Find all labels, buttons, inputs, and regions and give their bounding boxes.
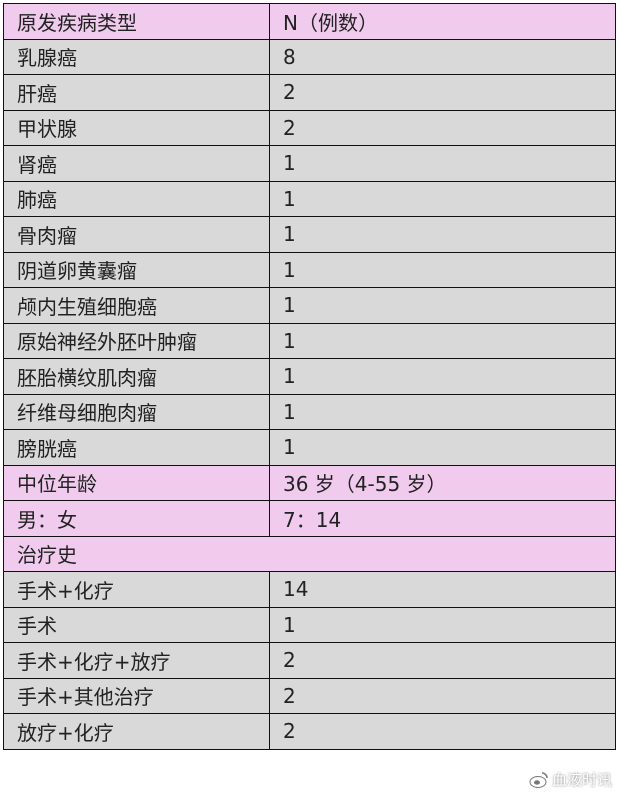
row-value: 1 (269, 322, 616, 359)
row-label: 膀胱癌 (3, 429, 270, 466)
table-row: 甲状腺 2 (3, 109, 616, 146)
row-value: 1 (269, 251, 616, 288)
table-row: 治疗史 (3, 535, 616, 572)
row-label: 手术+其他治疗 (3, 677, 270, 714)
row-value: 1 (269, 145, 616, 182)
row-label: 手术+化疗+放疗 (3, 642, 270, 679)
table-row: 骨肉瘤 1 (3, 216, 616, 253)
row-label: 纤维母细胞肉瘤 (3, 393, 270, 430)
table-row: 膀胱癌 1 (3, 429, 616, 466)
table-row: 阴道卵黄囊瘤 1 (3, 251, 616, 288)
row-value: 1 (269, 606, 616, 643)
row-label: 颅内生殖细胞癌 (3, 287, 270, 324)
row-label: 放疗+化疗 (3, 713, 270, 750)
row-value: 2 (269, 677, 616, 714)
table-row: 中位年龄 36 岁（4-55 岁） (3, 464, 616, 501)
row-label: 肾癌 (3, 145, 270, 182)
table-row: 乳腺癌 8 (3, 38, 616, 75)
row-value: 8 (269, 38, 616, 75)
table-row: 手术+化疗 14 (3, 571, 616, 608)
table-row: 肺癌 1 (3, 180, 616, 217)
row-value: 14 (269, 571, 616, 608)
watermark: 血液时讯 (529, 769, 612, 790)
header-count: N（例数） (269, 3, 616, 40)
row-value: 2 (269, 642, 616, 679)
table-row: 手术+其他治疗 2 (3, 677, 616, 714)
row-label: 手术+化疗 (3, 571, 270, 608)
row-label: 原始神经外胚叶肿瘤 (3, 322, 270, 359)
row-value: 1 (269, 216, 616, 253)
row-value: 1 (269, 287, 616, 324)
watermark-text: 血液时讯 (551, 771, 612, 789)
table-row: 胚胎横纹肌肉瘤 1 (3, 358, 616, 395)
row-label: 阴道卵黄囊瘤 (3, 251, 270, 288)
row-label: 甲状腺 (3, 109, 270, 146)
row-label: 肺癌 (3, 180, 270, 217)
table-row: 手术+化疗+放疗 2 (3, 642, 616, 679)
row-label: 男：女 (3, 500, 270, 537)
table-row: 颅内生殖细胞癌 1 (3, 287, 616, 324)
row-value: 1 (269, 358, 616, 395)
row-label: 中位年龄 (3, 464, 270, 501)
row-label: 手术 (3, 606, 270, 643)
row-label: 胚胎横纹肌肉瘤 (3, 358, 270, 395)
table-row: 纤维母细胞肉瘤 1 (3, 393, 616, 430)
row-label: 乳腺癌 (3, 38, 270, 75)
table-row: 手术 1 (3, 606, 616, 643)
row-value: 1 (269, 180, 616, 217)
table-header-row: 原发疾病类型 N（例数） (3, 3, 616, 40)
row-value: 7：14 (269, 500, 616, 537)
row-value: 1 (269, 393, 616, 430)
row-label: 肝癌 (3, 74, 270, 111)
row-label: 骨肉瘤 (3, 216, 270, 253)
table-row: 肝癌 2 (3, 74, 616, 111)
patient-characteristics-table: 原发疾病类型 N（例数） 乳腺癌 8 肝癌 2 甲状腺 2 肾癌 1 肺癌 1 骨肉瘤 1 阴道卵黄囊瘤… (3, 3, 616, 750)
table-row: 原始神经外胚叶肿瘤 1 (3, 322, 616, 359)
section-header: 治疗史 (3, 535, 616, 572)
row-value: 1 (269, 429, 616, 466)
row-value: 2 (269, 713, 616, 750)
table-row: 男：女 7：14 (3, 500, 616, 537)
table-row: 放疗+化疗 2 (3, 713, 616, 750)
table-row: 肾癌 1 (3, 145, 616, 182)
row-value: 36 岁（4-55 岁） (269, 464, 616, 501)
row-value: 2 (269, 109, 616, 146)
weibo-icon (529, 771, 548, 788)
header-disease-type: 原发疾病类型 (3, 3, 270, 40)
row-value: 2 (269, 74, 616, 111)
